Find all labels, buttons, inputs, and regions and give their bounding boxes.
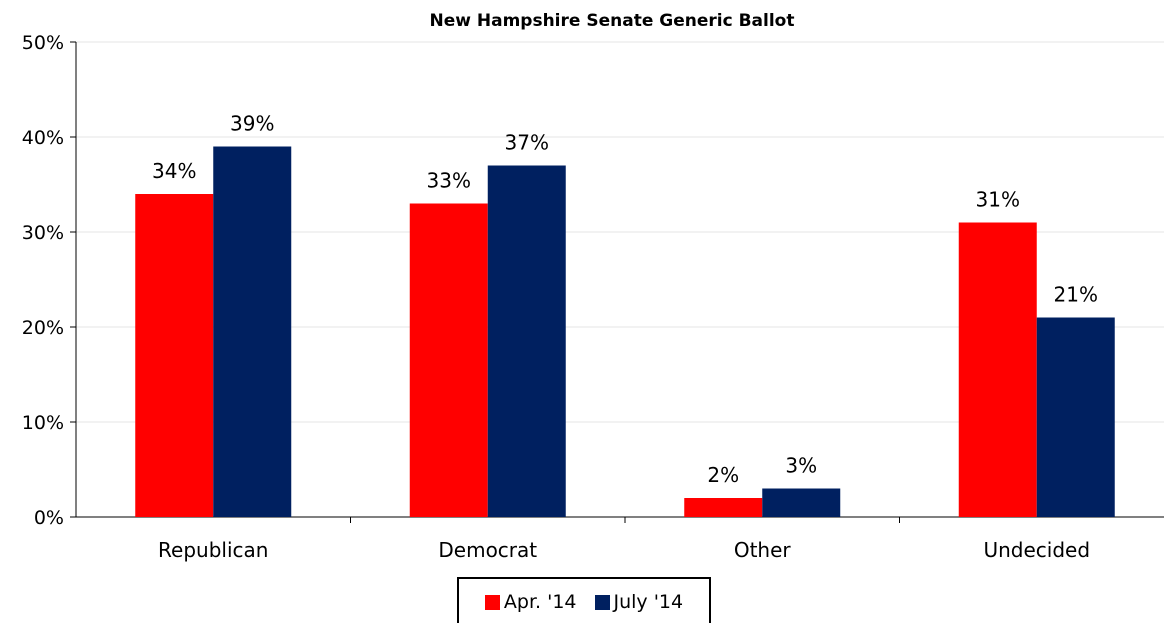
category-label-other: Other (734, 538, 792, 562)
bar-republican-july-14 (213, 146, 292, 517)
bar-republican-apr-14 (135, 194, 214, 517)
chart-title: New Hampshire Senate Generic Ballot (430, 11, 795, 31)
data-labels: 34% 39% 33% 37% 2% 3% 31% 21% (152, 112, 1098, 488)
data-label-other-apr-14: 2% (707, 463, 739, 487)
legend-label-apr-14: Apr. '14 (503, 591, 577, 613)
data-label-other-july-14: 3% (785, 454, 817, 478)
legend-swatch-july-14 (594, 594, 610, 610)
bar-other-july-14 (762, 488, 841, 517)
legend-item-july-14: July '14 (594, 591, 684, 613)
bars (135, 146, 1115, 517)
y-tick-label: 0% (34, 507, 64, 529)
y-tick-label: 20% (22, 317, 64, 339)
data-label-democrat-july-14: 37% (505, 131, 549, 155)
legend-swatch-apr-14 (484, 594, 500, 610)
bar-undecided-apr-14 (958, 222, 1037, 517)
data-label-democrat-apr-14: 33% (427, 169, 471, 193)
bar-undecided-july-14 (1036, 317, 1115, 517)
bar-democrat-apr-14 (409, 203, 488, 517)
legend-label-july-14: July '14 (613, 591, 684, 613)
y-tick-label: 50% (22, 32, 64, 54)
y-tick-label: 30% (22, 222, 64, 244)
category-label-undecided: Undecided (983, 538, 1090, 562)
data-label-undecided-july-14: 21% (1054, 283, 1098, 307)
category-label-republican: Republican (158, 538, 268, 562)
category-label-democrat: Democrat (438, 538, 537, 562)
data-label-republican-july-14: 39% (230, 112, 274, 136)
y-tick-label: 10% (22, 412, 64, 434)
bar-democrat-july-14 (487, 165, 566, 517)
legend-item-apr-14: Apr. '14 (484, 591, 577, 613)
y-tick-label: 40% (22, 127, 64, 149)
legend: Apr. '14 July '14 (457, 577, 711, 623)
data-label-undecided-apr-14: 31% (976, 188, 1020, 212)
bar-other-apr-14 (684, 498, 763, 517)
category-labels: Republican Democrat Other Undecided (158, 538, 1090, 562)
data-label-republican-apr-14: 34% (152, 159, 196, 183)
